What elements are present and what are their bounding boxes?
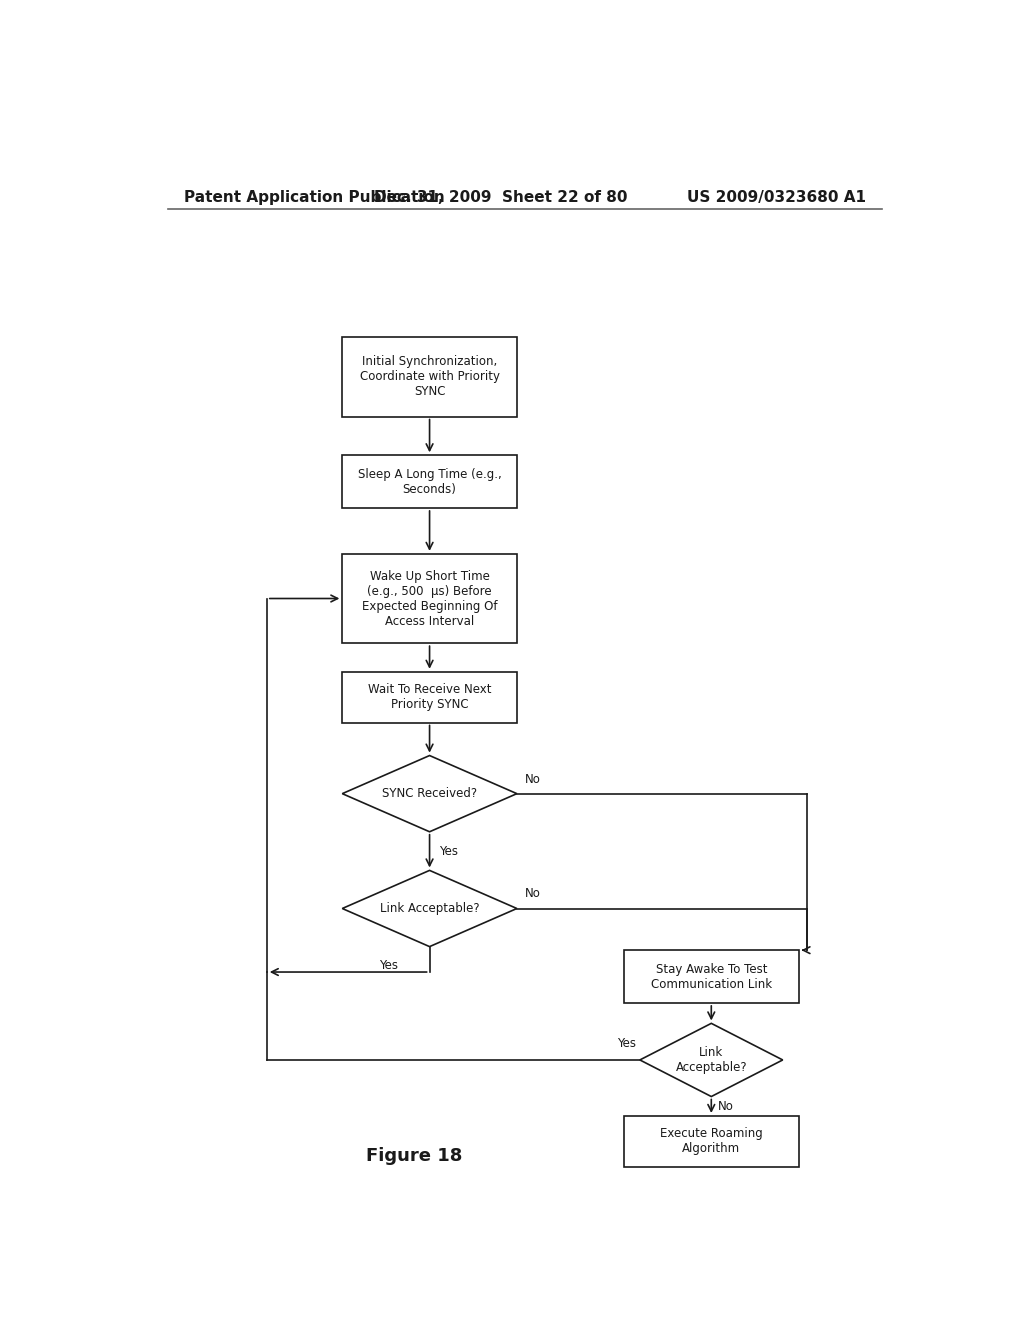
Text: Sleep A Long Time (e.g.,
Seconds): Sleep A Long Time (e.g., Seconds) (357, 467, 502, 495)
Text: Yes: Yes (439, 845, 458, 858)
Text: Patent Application Publication: Patent Application Publication (183, 190, 444, 205)
Text: Dec. 31, 2009  Sheet 22 of 80: Dec. 31, 2009 Sheet 22 of 80 (374, 190, 628, 205)
FancyBboxPatch shape (342, 672, 517, 722)
Text: Yes: Yes (616, 1036, 636, 1049)
FancyBboxPatch shape (342, 554, 517, 643)
Text: Figure 18: Figure 18 (366, 1147, 462, 1164)
Polygon shape (342, 870, 517, 946)
FancyBboxPatch shape (624, 1115, 799, 1167)
Text: Execute Roaming
Algorithm: Execute Roaming Algorithm (659, 1127, 763, 1155)
Text: No: No (718, 1100, 733, 1113)
Text: No: No (524, 772, 541, 785)
Text: US 2009/0323680 A1: US 2009/0323680 A1 (687, 190, 866, 205)
Text: Wake Up Short Time
(e.g., 500  μs) Before
Expected Beginning Of
Access Interval: Wake Up Short Time (e.g., 500 μs) Before… (361, 569, 498, 627)
Text: Wait To Receive Next
Priority SYNC: Wait To Receive Next Priority SYNC (368, 682, 492, 711)
Polygon shape (342, 755, 517, 832)
Text: Initial Synchronization,
Coordinate with Priority
SYNC: Initial Synchronization, Coordinate with… (359, 355, 500, 399)
FancyBboxPatch shape (342, 338, 517, 417)
FancyBboxPatch shape (342, 455, 517, 508)
Polygon shape (640, 1023, 782, 1097)
Text: SYNC Received?: SYNC Received? (382, 787, 477, 800)
FancyBboxPatch shape (624, 950, 799, 1003)
Text: Link Acceptable?: Link Acceptable? (380, 902, 479, 915)
Text: Link
Acceptable?: Link Acceptable? (676, 1045, 748, 1074)
Text: Stay Awake To Test
Communication Link: Stay Awake To Test Communication Link (650, 962, 772, 990)
Text: Yes: Yes (379, 958, 397, 972)
Text: No: No (524, 887, 541, 900)
